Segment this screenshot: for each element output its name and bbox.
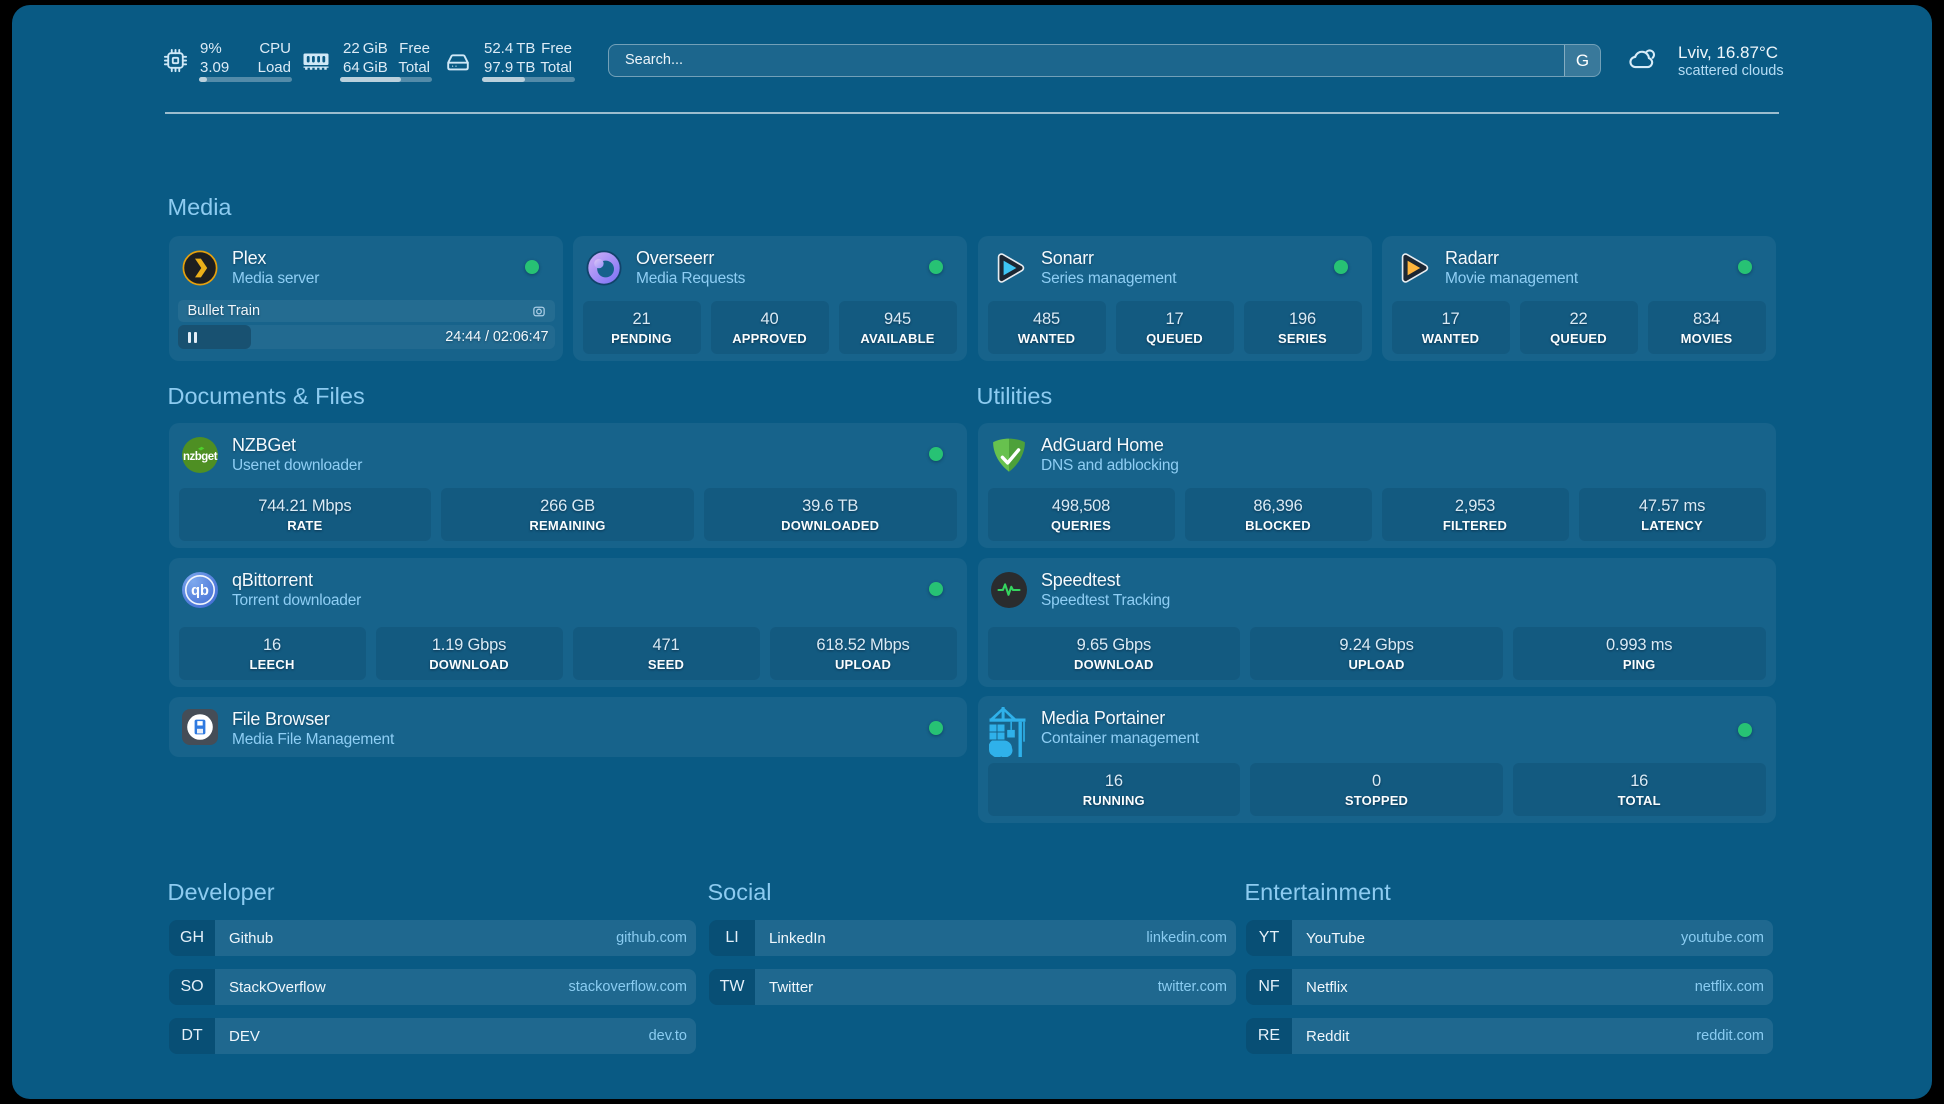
svg-text:nzbget: nzbget	[183, 451, 218, 463]
svg-text:qb: qb	[191, 583, 209, 599]
